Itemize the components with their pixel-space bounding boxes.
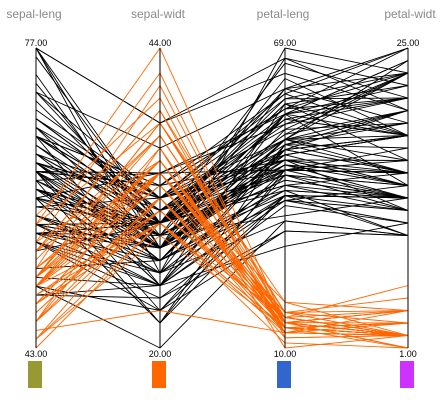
axis-title-sepal-widt: sepal-widt — [131, 7, 186, 21]
record-line-other-85 — [35, 118, 409, 212]
record-line-other-89 — [35, 72, 409, 212]
record-line-highlighted-16 — [35, 109, 409, 334]
record-line-highlighted-35 — [35, 197, 409, 339]
record-line-other-86 — [35, 135, 409, 224]
axis-max-label-petal-leng: 69.00 — [274, 38, 297, 48]
record-line-other-48 — [35, 47, 409, 186]
axis-min-label-sepal-leng: 43.00 — [25, 349, 48, 359]
axis-swatch-sepal-leng[interactable] — [28, 361, 42, 388]
record-line-highlighted-18 — [35, 122, 409, 324]
axis-petal-leng: petal-leng 69.00 10.00 — [257, 7, 310, 359]
record-line-other-94 — [35, 110, 409, 224]
axis-petal-widt: petal-widt 25.00 1.00 — [384, 7, 436, 359]
record-line-other-57 — [35, 47, 409, 149]
record-line-other-67 — [35, 144, 409, 324]
record-line-other-55 — [35, 77, 409, 237]
record-line-highlighted-41 — [35, 197, 409, 340]
axis-min-label-petal-leng: 10.00 — [274, 349, 297, 359]
axis-title-petal-leng: petal-leng — [257, 7, 310, 21]
record-line-other-33 — [35, 169, 409, 252]
record-line-other-79 — [35, 47, 409, 124]
record-line-highlighted-13 — [35, 222, 409, 349]
record-line-highlighted-48 — [35, 184, 409, 336]
record-line-other-45 — [35, 179, 409, 236]
record-line-highlighted-26 — [35, 172, 409, 318]
axis-min-label-sepal-widt: 20.00 — [149, 349, 172, 359]
axis-swatch-petal-leng[interactable] — [277, 361, 291, 388]
record-line-highlighted-47 — [35, 134, 409, 336]
record-line-highlighted-24 — [35, 172, 409, 336]
record-line-highlighted-44 — [35, 222, 409, 329]
axis-sepal-widt: sepal-widt 44.00 20.00 — [131, 7, 186, 359]
series-highlighted-lines — [35, 47, 409, 349]
record-line-highlighted-32 — [35, 84, 409, 349]
axis-min-label-petal-widt: 1.00 — [399, 349, 417, 359]
axis-swatch-sepal-widt[interactable] — [152, 361, 166, 388]
record-line-other-70 — [35, 47, 409, 249]
axis-title-petal-widt: petal-widt — [384, 7, 436, 21]
record-line-highlighted-40 — [35, 310, 409, 334]
record-line-highlighted-42 — [35, 159, 409, 319]
record-line-other-69 — [35, 110, 409, 249]
axis-sepal-leng: sepal-leng 77.00 43.00 — [6, 7, 61, 359]
record-line-other-91 — [35, 47, 409, 187]
record-line-highlighted-45 — [35, 122, 409, 336]
axis-swatch-petal-widt[interactable] — [400, 361, 414, 388]
record-line-other-93 — [35, 122, 409, 287]
axis-title-sepal-leng: sepal-leng — [6, 7, 61, 21]
record-line-highlighted-14 — [35, 97, 409, 339]
axis-max-label-sepal-widt: 44.00 — [149, 38, 172, 48]
axis-max-label-sepal-leng: 77.00 — [25, 38, 48, 48]
series-other-lines — [35, 47, 409, 349]
record-line-other-30 — [35, 205, 409, 299]
record-line-highlighted-23 — [35, 184, 409, 313]
record-line-other-73 — [35, 91, 409, 199]
axis-max-label-petal-widt: 25.00 — [397, 38, 420, 48]
record-line-other-65 — [35, 47, 409, 124]
